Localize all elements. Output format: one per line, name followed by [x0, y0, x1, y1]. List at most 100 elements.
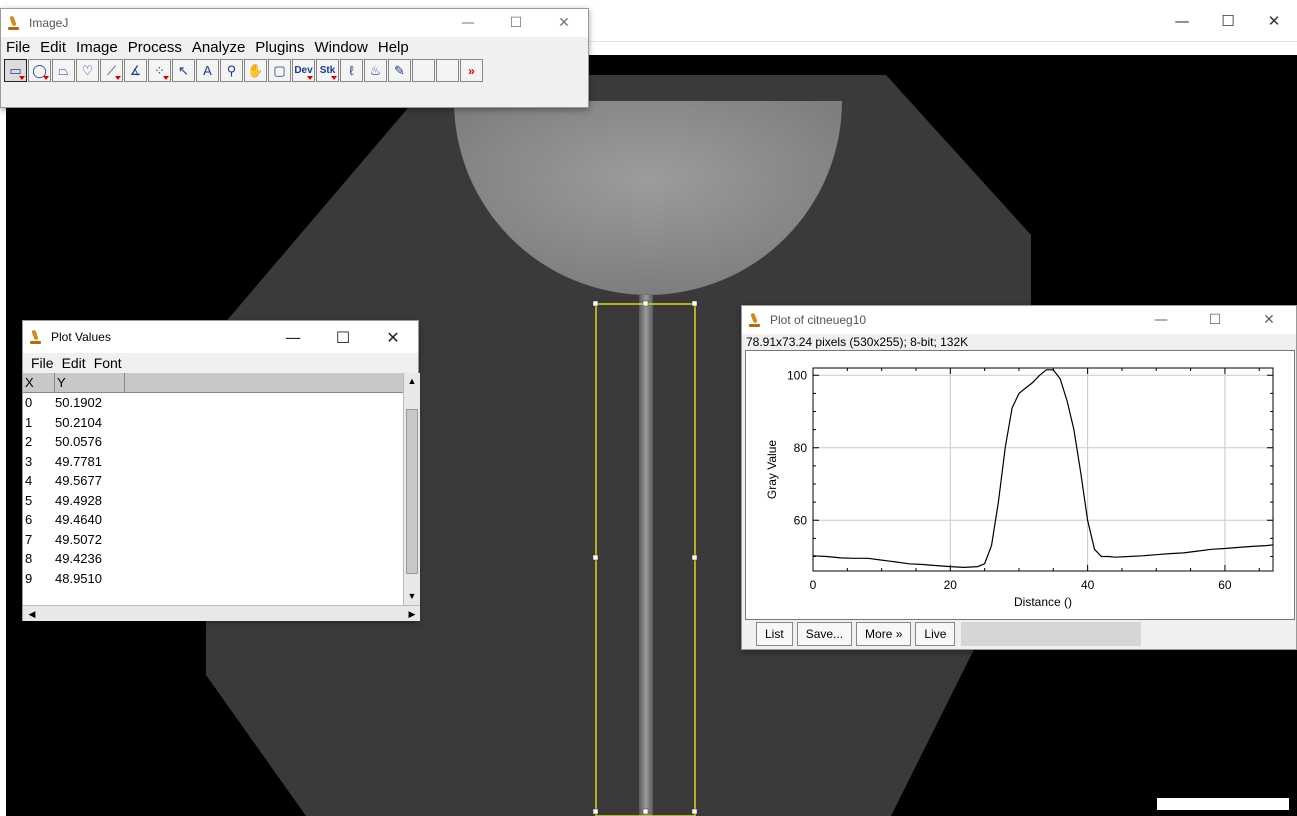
wand-tool-icon[interactable]: ↖	[172, 59, 195, 82]
cell-x: 6	[25, 512, 33, 527]
menu-analyze[interactable]: Analyze	[191, 38, 246, 56]
imagej-microscope-icon	[29, 329, 43, 345]
menu-process[interactable]: Process	[127, 38, 182, 56]
point-tool-icon[interactable]: ⁘	[148, 59, 171, 82]
stk-menu-tool[interactable]: Stk	[316, 59, 339, 82]
horizontal-scrollbar[interactable]: ◀ ▶	[23, 605, 420, 621]
plot-canvas[interactable]: 0 20 40 60 60 80 100 Distance () Gray Value	[745, 350, 1295, 620]
list-button[interactable]: List	[756, 622, 793, 646]
maximize-icon[interactable]: ☐	[335, 327, 351, 347]
imagej-microscope-icon	[748, 312, 762, 328]
plot-frame	[812, 367, 1274, 572]
close-icon[interactable]: ✕	[1263, 312, 1275, 328]
cell-x: 0	[25, 395, 33, 410]
flood-fill-tool-icon[interactable]: ♨	[364, 59, 387, 82]
minimize-icon[interactable]: —	[461, 15, 475, 31]
polygon-tool-icon[interactable]: ⏢	[52, 59, 75, 82]
hand-tool-icon[interactable]: ✋	[244, 59, 267, 82]
scroll-down-icon[interactable]: ▼	[407, 591, 417, 601]
table-row[interactable]: 1 50.2104	[23, 413, 403, 433]
table-row[interactable]: 8 49.4236	[23, 549, 403, 569]
table-row[interactable]: 3 49.7781	[23, 452, 403, 472]
column-header-x[interactable]: X	[23, 373, 55, 392]
empty-tool-1[interactable]	[412, 59, 435, 82]
column-header-y[interactable]: Y	[55, 373, 125, 392]
imagej-titlebar: ImageJ — ☐ ✕	[1, 9, 588, 37]
rectangle-tool-icon[interactable]: ▭	[4, 59, 27, 82]
menu-file[interactable]: File	[6, 38, 31, 56]
cell-y: 49.4236	[55, 551, 102, 566]
table-row[interactable]: 7 49.5072	[23, 530, 403, 550]
color-picker-tool-icon[interactable]: ▢	[268, 59, 291, 82]
minimize-icon[interactable]: —	[285, 327, 301, 347]
menu-window[interactable]: Window	[314, 38, 368, 56]
table-row[interactable]: 5 49.4928	[23, 491, 403, 511]
table-row[interactable]: 6 49.4640	[23, 510, 403, 530]
menu-file[interactable]: File	[31, 355, 54, 371]
more-tools-icon-glyph: »	[468, 63, 475, 78]
close-icon[interactable]: ✕	[1267, 11, 1281, 30]
menu-font[interactable]: Font	[93, 355, 122, 371]
scrollbar-thumb[interactable]	[406, 409, 418, 574]
dev-menu-tool[interactable]: Dev	[292, 59, 315, 82]
plot-values-title: Plot Values	[51, 330, 111, 344]
imagej-menubar: File Edit Image Process Analyze Plugins Window…	[1, 37, 588, 57]
minimize-icon[interactable]: —	[1174, 11, 1190, 30]
magnifier-tool-icon-glyph: ⚲	[226, 62, 237, 78]
maximize-icon[interactable]: ☐	[509, 15, 523, 31]
live-button[interactable]: Live	[915, 622, 956, 646]
plot-values-menubar: File Edit Font	[23, 353, 418, 373]
table-row[interactable]: 2 50.0576	[23, 432, 403, 452]
scroll-left-icon[interactable]: ◀	[28, 609, 36, 619]
polygon-tool-icon-glyph: ⏢	[58, 62, 69, 78]
menu-plugins[interactable]: Plugins	[255, 38, 305, 56]
menu-edit[interactable]: Edit	[61, 355, 86, 371]
cell-x: 5	[25, 492, 33, 508]
text-tool-icon-glyph: A	[203, 63, 212, 78]
profile-chart: 0 20 40 60 60 80 100 Distance () Gray Value	[765, 367, 1274, 609]
freehand-tool-icon[interactable]: ♡	[76, 59, 99, 82]
more-button[interactable]: More »	[856, 622, 912, 646]
plot-values-titlebar: Plot Values — ☐ ✕	[23, 321, 418, 353]
line-tool-icon[interactable]: ⟋	[100, 59, 123, 82]
scroll-right-icon[interactable]: ▶	[408, 609, 416, 619]
more-tools-icon[interactable]: »	[460, 59, 483, 82]
y-tick-label: 100	[787, 368, 807, 382]
close-icon[interactable]: ✕	[558, 15, 570, 31]
empty-tool-2[interactable]	[436, 59, 459, 82]
table-body: 0 50.1902 1 50.2104 2 50.0576 3 49.7781 4 49.5677…	[23, 393, 403, 588]
flood-fill-tool-icon-glyph: ♨	[369, 62, 382, 78]
point-tool-icon-glyph: ⁘	[154, 62, 165, 78]
column-header-empty	[125, 373, 403, 392]
table-row[interactable]: 0 50.1902	[23, 393, 403, 413]
close-icon[interactable]: ✕	[386, 327, 400, 347]
cell-y: 50.2104	[55, 414, 102, 430]
maximize-icon[interactable]: ☐	[1208, 312, 1222, 328]
plot-title: Plot of citneueg10	[770, 313, 867, 327]
magnifier-tool-icon[interactable]: ⚲	[220, 59, 243, 82]
cell-x: 2	[25, 434, 33, 449]
scroll-up-icon[interactable]: ▲	[407, 376, 417, 386]
table-row[interactable]: 9 48.9510	[23, 569, 403, 589]
cell-x: 4	[25, 473, 33, 488]
menu-image[interactable]: Image	[76, 38, 118, 56]
text-tool-icon[interactable]: A	[196, 59, 219, 82]
y-axis-label: Gray Value	[765, 440, 779, 499]
brush-tool-icon[interactable]: ℓ	[340, 59, 363, 82]
oval-tool-icon-glyph: ◯	[32, 62, 47, 78]
minimize-icon[interactable]: —	[1154, 312, 1168, 328]
pencil-tool-icon[interactable]: ✎	[388, 59, 411, 82]
save-button[interactable]: Save...	[796, 622, 853, 646]
profile-series-line	[812, 369, 1274, 569]
menu-edit[interactable]: Edit	[40, 38, 67, 56]
angle-tool-icon[interactable]: ∡	[124, 59, 147, 82]
vertical-scrollbar[interactable]: ▲ ▼	[403, 373, 420, 605]
dropdown-indicator-icon	[331, 76, 337, 80]
menu-help[interactable]: Help	[377, 38, 409, 56]
oval-tool-icon[interactable]: ◯	[28, 59, 51, 82]
table-row[interactable]: 4 49.5677	[23, 471, 403, 491]
plot-values-table[interactable]: X Y 0 50.1902 1 50.2104 2 50.0576 3 49.7781 4 49.…	[23, 373, 403, 605]
cell-y: 49.4928	[55, 492, 102, 508]
maximize-icon[interactable]: ☐	[1221, 11, 1235, 30]
rectangle-tool-icon-glyph: ▭	[9, 62, 22, 78]
